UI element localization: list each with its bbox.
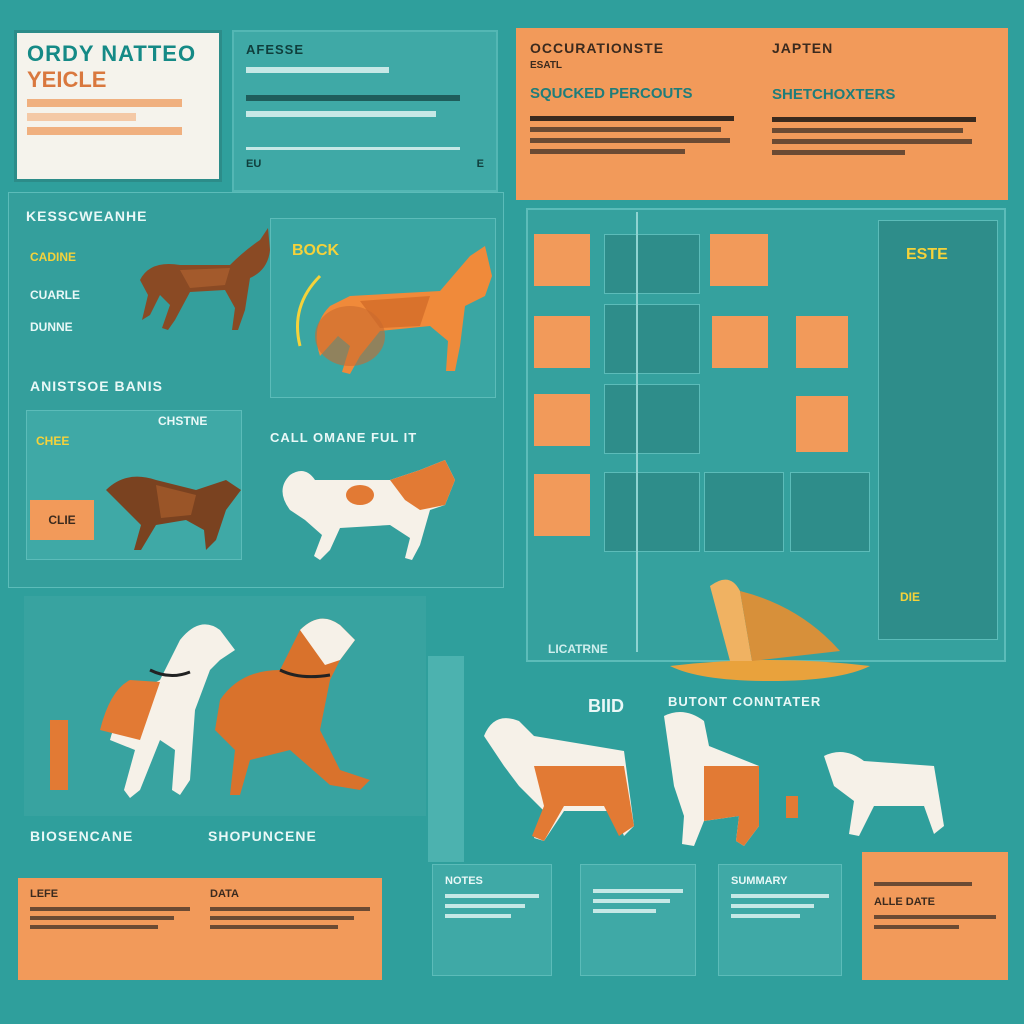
bottom-card-orange-right: ALLE DATE	[862, 852, 1008, 980]
side-label: ESTE	[906, 246, 948, 263]
top-info-panel: AFESSE EU E	[232, 30, 498, 192]
title-line	[27, 113, 137, 121]
grid-tile[interactable]	[710, 234, 768, 286]
brown-dog-illustration	[140, 228, 270, 330]
grid-cell	[604, 304, 700, 374]
top-panel-footer-right: E	[476, 158, 484, 170]
orange-label-left: ESATL	[530, 60, 563, 71]
top-panel-footer-left: EU	[246, 158, 262, 170]
text-bar	[246, 95, 461, 101]
grid-cell	[604, 234, 700, 294]
text-line	[772, 128, 963, 133]
dog-card-label: BOCK	[292, 242, 340, 259]
section-title: KESSCWEANHE	[26, 208, 148, 224]
grid-cell	[704, 472, 784, 552]
mid-label: CHSTNE	[158, 414, 208, 428]
bottom-card-title: ALLE DATE	[874, 896, 935, 908]
grid-tile[interactable]	[796, 316, 848, 368]
tag-orange: CLIE	[30, 500, 94, 540]
white-orange-dog-illustration	[282, 460, 455, 560]
bottom-card-title: DATA	[210, 888, 239, 900]
title-subtitle: YEICLE	[27, 67, 107, 92]
top-panel-header: AFESSE	[246, 42, 305, 57]
section-title: ANISTSOE BANIS	[30, 378, 164, 394]
orange-title-left: OCCURATIONSTE	[530, 40, 665, 56]
divider	[246, 147, 461, 150]
bottom-card-teal: NOTES	[432, 864, 552, 976]
grid-tile[interactable]	[796, 396, 848, 452]
bottom-card-teal	[580, 864, 696, 976]
label-white: DUNNE	[30, 320, 73, 334]
bottom-card-teal: SUMMARY	[718, 864, 842, 976]
grid-divider	[636, 212, 638, 652]
grid-tile[interactable]	[534, 316, 590, 368]
tag-yellow: CHEE	[36, 434, 70, 448]
text-line	[772, 139, 972, 144]
bottom-card-orange: LEFE DATA	[18, 878, 382, 980]
yellow-label: DIE	[900, 590, 921, 604]
right-tag: BIID	[588, 696, 624, 716]
bottom-card-title: SUMMARY	[731, 875, 788, 887]
dogs-group-illustration	[50, 618, 370, 798]
text-line	[530, 149, 686, 154]
dogs-label-mid: SHOPUNCENE	[208, 828, 317, 844]
text-line	[530, 138, 730, 143]
label-white: CUARLE	[30, 288, 80, 302]
title-card: ORDY NATTEO YEICLE	[14, 30, 222, 182]
title-line	[27, 99, 182, 107]
orange-title-right: JAPTEN	[772, 40, 834, 56]
grid-cell	[604, 472, 700, 552]
vertical-bar	[428, 656, 464, 862]
orange-header-panel: OCCURATIONSTE ESATL SQUCKED PERCOUTS JAP…	[516, 28, 1008, 200]
text-line	[530, 127, 721, 132]
text-line	[530, 116, 735, 121]
text-line	[772, 150, 906, 155]
orange-subtitle-right: SHETCHOXTERS	[772, 86, 896, 103]
side-column	[878, 220, 998, 640]
bottom-card-title: LEFE	[30, 888, 59, 900]
text-bar	[246, 67, 389, 73]
grid-tile[interactable]	[534, 394, 590, 446]
hat-illustration	[670, 579, 870, 681]
brown-dog-illustration-2	[106, 476, 241, 550]
text-line	[772, 117, 977, 122]
title-brand: ORDY NATTEO	[27, 41, 197, 66]
grid-tile[interactable]	[712, 316, 768, 368]
grid-tile[interactable]	[534, 474, 590, 536]
grid-tile[interactable]	[534, 234, 590, 286]
label-yellow: CADINE	[30, 250, 77, 264]
text-bar	[246, 111, 437, 117]
dogs-label-left: BIOSENCANE	[30, 828, 134, 844]
mid-title: CALL OMANE FUL IT	[270, 430, 418, 445]
bottom-card-title: NOTES	[445, 875, 483, 887]
grid-cell	[790, 472, 870, 552]
grid-footer-label: LICATRNE	[548, 642, 608, 656]
grid-cell	[604, 384, 700, 454]
orange-dog-illustration	[296, 246, 492, 374]
three-dogs-illustration	[484, 712, 944, 846]
orange-subtitle-left: SQUCKED PERCOUTS	[530, 85, 693, 102]
title-line	[27, 127, 182, 135]
right-header: BUTONT CONNTATER	[668, 694, 822, 709]
